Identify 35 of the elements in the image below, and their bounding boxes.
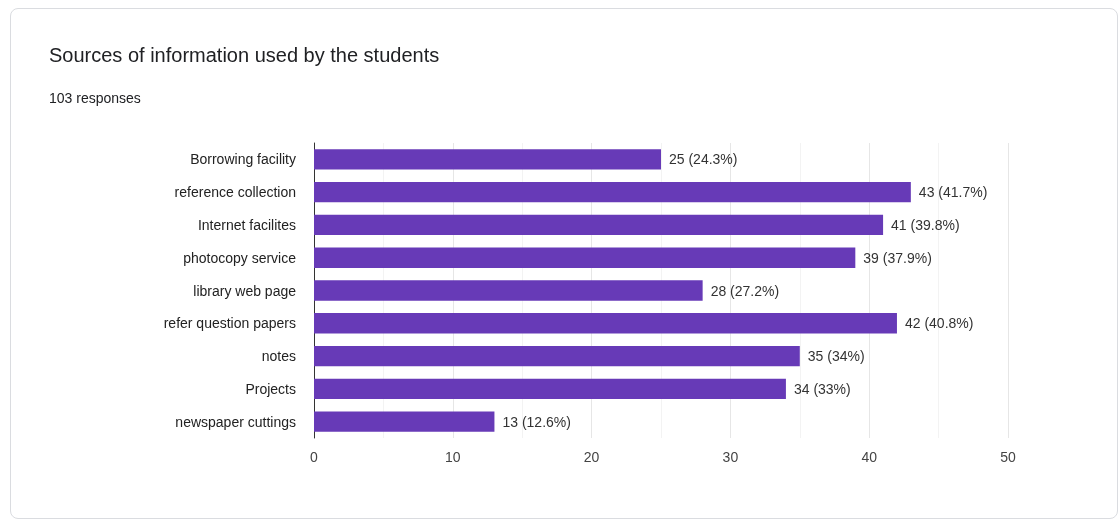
bar bbox=[314, 411, 495, 432]
data-label: 35 (34%) bbox=[807, 348, 865, 365]
x-tick-label: 0 bbox=[310, 449, 319, 465]
x-tick-label: 20 bbox=[583, 449, 600, 465]
bar bbox=[314, 378, 786, 399]
y-tick-label: notes bbox=[261, 348, 296, 365]
data-label: 28 (27.2%) bbox=[710, 282, 780, 299]
data-label: 25 (24.3%) bbox=[669, 151, 738, 168]
data-label: 13 (12.6%) bbox=[502, 413, 571, 430]
data-label: 39 (37.9%) bbox=[863, 249, 932, 266]
y-tick-label: photocopy service bbox=[183, 249, 297, 266]
bar bbox=[314, 247, 856, 268]
data-label: 42 (40.8%) bbox=[904, 315, 974, 332]
text: 103 responses bbox=[49, 90, 141, 106]
bar bbox=[314, 149, 661, 170]
y-tick-label: Projects bbox=[245, 380, 296, 397]
bar bbox=[314, 182, 911, 203]
y-tick-label: library web page bbox=[193, 282, 297, 299]
x-tick-label: 30 bbox=[722, 449, 739, 465]
y-tick-label: Internet facilites bbox=[197, 216, 296, 233]
x-tick-label: 50 bbox=[1000, 449, 1016, 465]
x-tick-label: 40 bbox=[861, 449, 878, 465]
chart-title: Sources of information used by the students bbox=[49, 44, 440, 66]
x-tick-label: 10 bbox=[445, 449, 461, 465]
bar bbox=[314, 214, 884, 236]
data-label: 41 (39.8%) bbox=[891, 216, 960, 233]
y-tick-label: Borrowing facility bbox=[190, 151, 296, 168]
y-tick-label: reference collection bbox=[174, 184, 296, 201]
bar bbox=[314, 345, 800, 367]
bar bbox=[314, 280, 703, 301]
y-tick-label: newspaper cuttings bbox=[175, 413, 296, 430]
data-label: 34 (33%) bbox=[793, 380, 851, 397]
y-tick-label: refer question papers bbox=[163, 315, 296, 332]
bar bbox=[314, 313, 897, 334]
data-label: 43 (41.7%) bbox=[918, 184, 988, 201]
